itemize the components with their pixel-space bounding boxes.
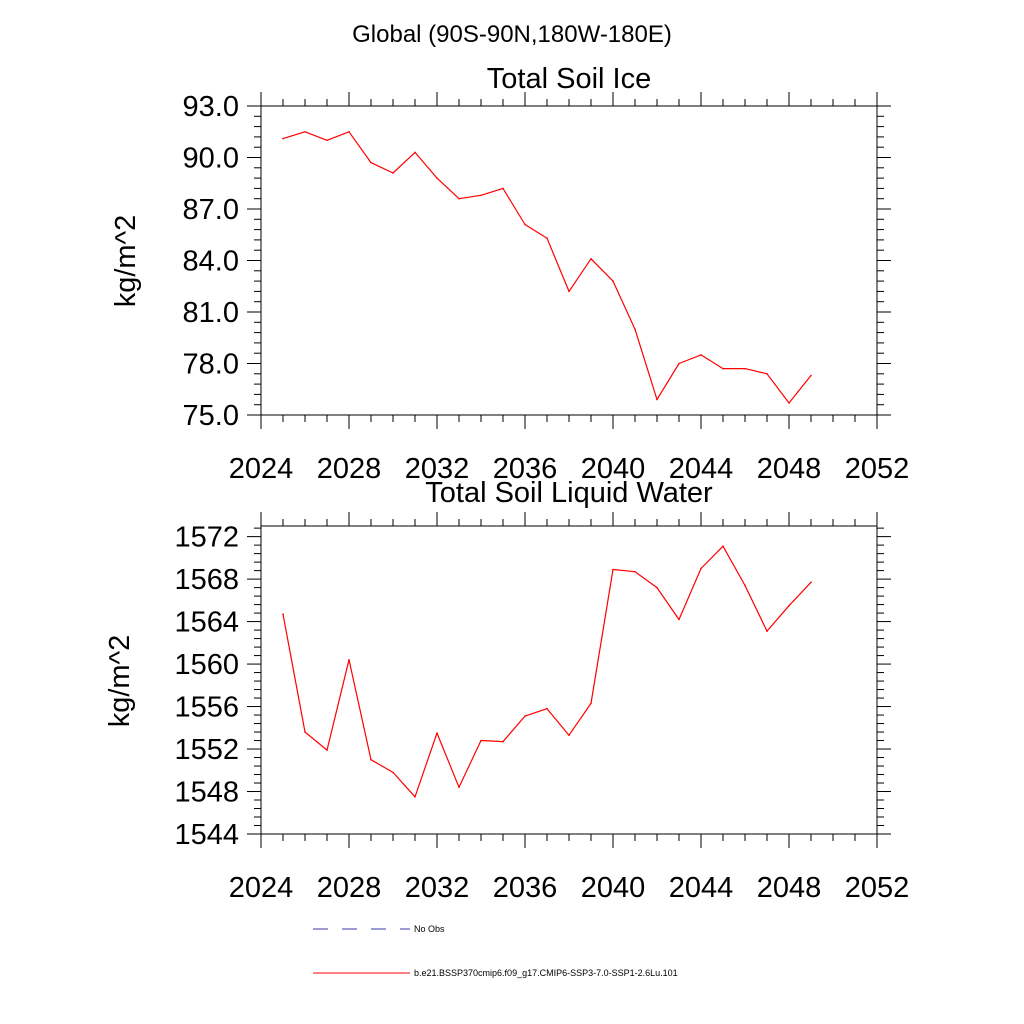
data-point	[766, 630, 768, 632]
data-point	[326, 139, 328, 142]
data-point	[502, 740, 504, 743]
data-point	[370, 758, 372, 761]
data-point	[590, 257, 592, 260]
data-point	[744, 367, 746, 370]
data-point	[634, 328, 636, 330]
data-point	[282, 613, 284, 615]
legend-label-no-obs: No Obs	[414, 924, 445, 934]
data-point	[546, 707, 548, 710]
x-tick-label: 2036	[493, 872, 558, 904]
x-tick-label: 2036	[493, 453, 558, 485]
plot-area-soil-ice: 2024 2028 2032 2036 2040 2044 2048 2052 75.0 78.0…	[183, 91, 910, 485]
data-point	[458, 786, 460, 789]
panel-title-soil-liquid-water: Total Soil Liquid Water	[425, 477, 713, 509]
y-tick-label: 1552	[174, 734, 239, 766]
y-tick-label: 1568	[174, 564, 239, 596]
y-tick-label: 87.0	[183, 194, 239, 226]
data-point	[700, 354, 702, 356]
data-point	[722, 545, 724, 547]
data-point	[678, 362, 680, 365]
y-tick-label: 75.0	[183, 400, 239, 432]
series-line	[282, 131, 812, 404]
y-tick-label: 1556	[174, 692, 239, 724]
y-tick-label: 90.0	[183, 143, 239, 175]
data-point	[326, 749, 328, 751]
y-tick-label: 1548	[174, 777, 239, 809]
y-tick-label: 1564	[174, 607, 239, 639]
x-tick-label: 2044	[669, 872, 734, 904]
plot-frame	[260, 105, 878, 416]
data-point	[502, 187, 504, 190]
y-tick-label: 78.0	[183, 349, 239, 381]
y-tick-label: 81.0	[183, 297, 239, 329]
data-point	[348, 130, 350, 133]
data-point	[414, 151, 416, 154]
panel-soil-ice: Total Soil Ice kg/m^2 2024 2028 2032 2036 20…	[110, 63, 909, 485]
data-point	[722, 367, 724, 370]
plot-area-soil-liquid-water: 2024 2028 2032 2036 2040 2044 2048 2052 1544 1548…	[174, 512, 909, 904]
data-point	[700, 567, 702, 570]
data-point	[590, 702, 592, 705]
data-point	[546, 237, 548, 239]
y-tick-label: 84.0	[183, 246, 239, 278]
legend: No Obs b.e21.BSSP370cmip6.f09_g17.CMIP6-…	[313, 924, 678, 978]
x-tick-label: 2024	[229, 453, 294, 485]
data-point	[304, 130, 306, 133]
data-point	[392, 771, 394, 774]
data-point	[788, 402, 790, 404]
figure-title: Global (90S-90N,180W-180E)	[352, 21, 672, 48]
data-point	[458, 197, 460, 200]
x-tick-label: 2048	[757, 872, 822, 904]
data-point	[524, 223, 526, 226]
data-point	[436, 732, 438, 734]
data-point	[304, 731, 306, 733]
data-point	[568, 290, 570, 293]
y-tick-label: 1560	[174, 649, 239, 681]
x-tick-label: 2040	[581, 872, 646, 904]
panel-soil-liquid-water: Total Soil Liquid Water kg/m^2 2024 2028 2…	[104, 477, 909, 904]
x-tick-label: 2028	[317, 872, 382, 904]
data-point	[656, 398, 658, 401]
data-point	[788, 604, 790, 607]
data-point	[744, 584, 746, 587]
y-tick-label: 1544	[174, 819, 239, 851]
data-point	[480, 194, 482, 197]
data-point	[370, 161, 372, 164]
data-point	[810, 374, 812, 377]
y-tick-label: 1572	[174, 522, 239, 554]
y-tick-label: 93.0	[183, 91, 239, 123]
series-line	[282, 545, 812, 798]
x-tick-label: 2052	[845, 872, 910, 904]
data-point	[568, 734, 570, 737]
data-point	[612, 568, 614, 571]
data-point	[612, 280, 614, 282]
panel-title-soil-ice: Total Soil Ice	[487, 63, 651, 95]
data-point	[392, 172, 394, 174]
x-tick-label: 2044	[669, 453, 734, 485]
data-point	[348, 659, 350, 661]
data-point	[480, 739, 482, 742]
y-axis-label-soil-ice: kg/m^2	[110, 215, 142, 308]
data-point	[656, 586, 658, 589]
data-point	[282, 137, 284, 140]
data-point	[678, 618, 680, 621]
x-tick-label: 2024	[229, 872, 294, 904]
data-point	[766, 373, 768, 375]
x-tick-label: 2032	[405, 872, 470, 904]
y-axis-label-soil-liquid-water: kg/m^2	[104, 635, 136, 728]
x-tick-label: 2048	[757, 453, 822, 485]
data-point	[634, 570, 636, 573]
data-point	[414, 796, 416, 798]
x-tick-label: 2040	[581, 453, 646, 485]
data-point	[524, 715, 526, 717]
x-tick-label: 2052	[845, 453, 910, 485]
data-point	[436, 177, 438, 179]
x-tick-label: 2028	[317, 453, 382, 485]
data-point	[810, 581, 812, 584]
legend-label-run: b.e21.BSSP370cmip6.f09_g17.CMIP6-SSP3-7.…	[414, 968, 678, 978]
x-tick-label: 2032	[405, 453, 470, 485]
